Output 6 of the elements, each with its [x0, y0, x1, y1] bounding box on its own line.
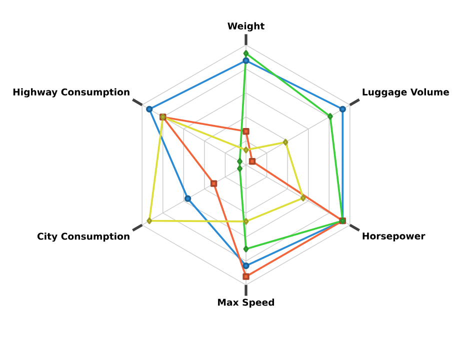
- spoke-label: Max Speed: [218, 298, 274, 308]
- spoke-label: Highway Consumption: [13, 88, 130, 98]
- spoke-label: Weight: [228, 22, 264, 32]
- spoke-label: City Consumption: [37, 232, 130, 242]
- spoke-label: Luggage Volume: [362, 88, 450, 98]
- spoke-label: Horsepower: [362, 232, 426, 242]
